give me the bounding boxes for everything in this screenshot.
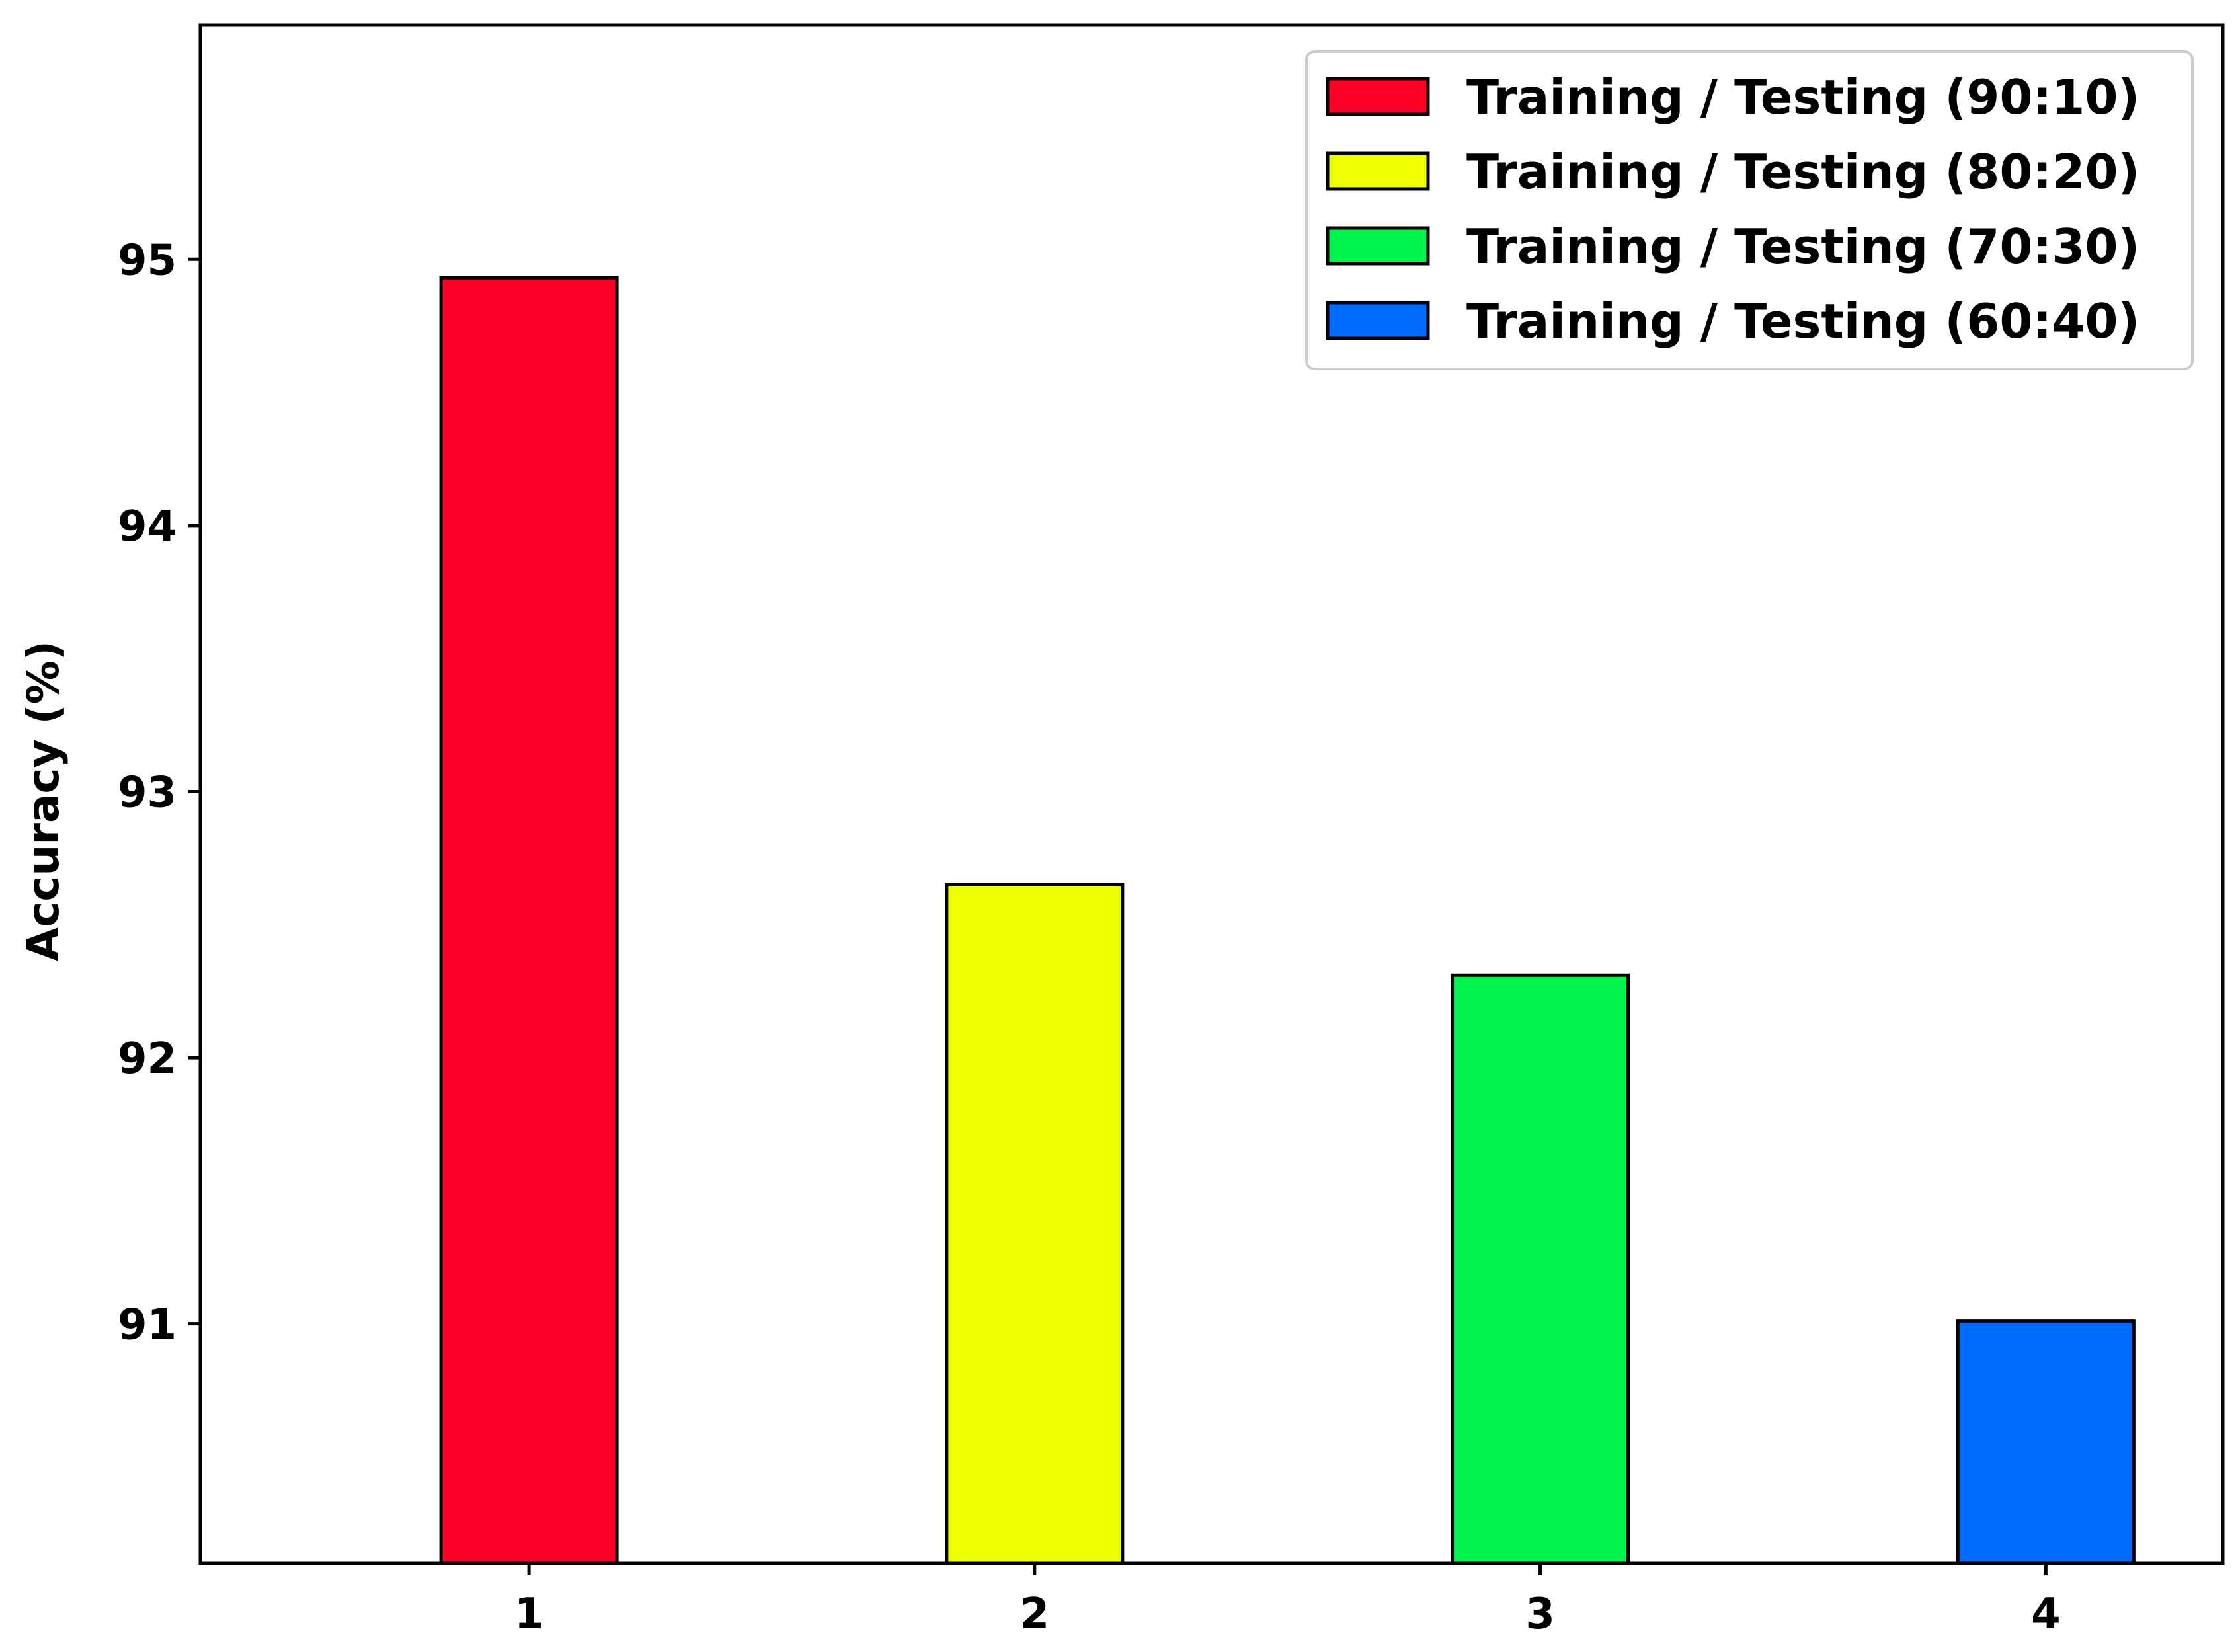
y-tick-label: 95: [118, 236, 177, 285]
bar-1: [439, 276, 619, 1565]
legend-swatch: [1326, 226, 1430, 266]
legend-swatch: [1326, 151, 1430, 191]
legend-swatch: [1326, 301, 1430, 340]
legend: Training / Testing (90:10) Training / Tes…: [1305, 50, 2194, 370]
x-tick-label: 3: [1525, 1590, 1555, 1639]
y-axis-ticks: 91 92 93 94 95: [118, 236, 200, 1350]
x-tick-label: 1: [514, 1590, 544, 1639]
y-tick-label: 94: [118, 502, 177, 551]
y-tick-label: 93: [118, 768, 177, 817]
legend-swatch: [1326, 77, 1430, 116]
legend-box: [1305, 50, 2194, 370]
x-tick-label: 4: [2031, 1590, 2061, 1639]
x-axis-ticks: 1 2 3 4: [514, 1563, 2061, 1639]
legend-label: Training / Testing (70:30): [1466, 219, 2139, 274]
y-tick-label: 92: [118, 1035, 177, 1083]
plot-frame: [198, 23, 2225, 1565]
bars-group: [439, 276, 2136, 1565]
y-tick-label: 91: [118, 1301, 177, 1350]
x-tick-label: 2: [1020, 1590, 1050, 1639]
y-axis-title: Accuracy (%): [18, 641, 69, 961]
bar-4: [1956, 1319, 2136, 1565]
bar-3: [1451, 973, 1630, 1565]
legend-label: Training / Testing (80:20): [1466, 144, 2139, 200]
legend-label: Training / Testing (60:40): [1466, 294, 2139, 349]
legend-label: Training / Testing (90:10): [1466, 69, 2139, 125]
bar-2: [945, 883, 1125, 1565]
